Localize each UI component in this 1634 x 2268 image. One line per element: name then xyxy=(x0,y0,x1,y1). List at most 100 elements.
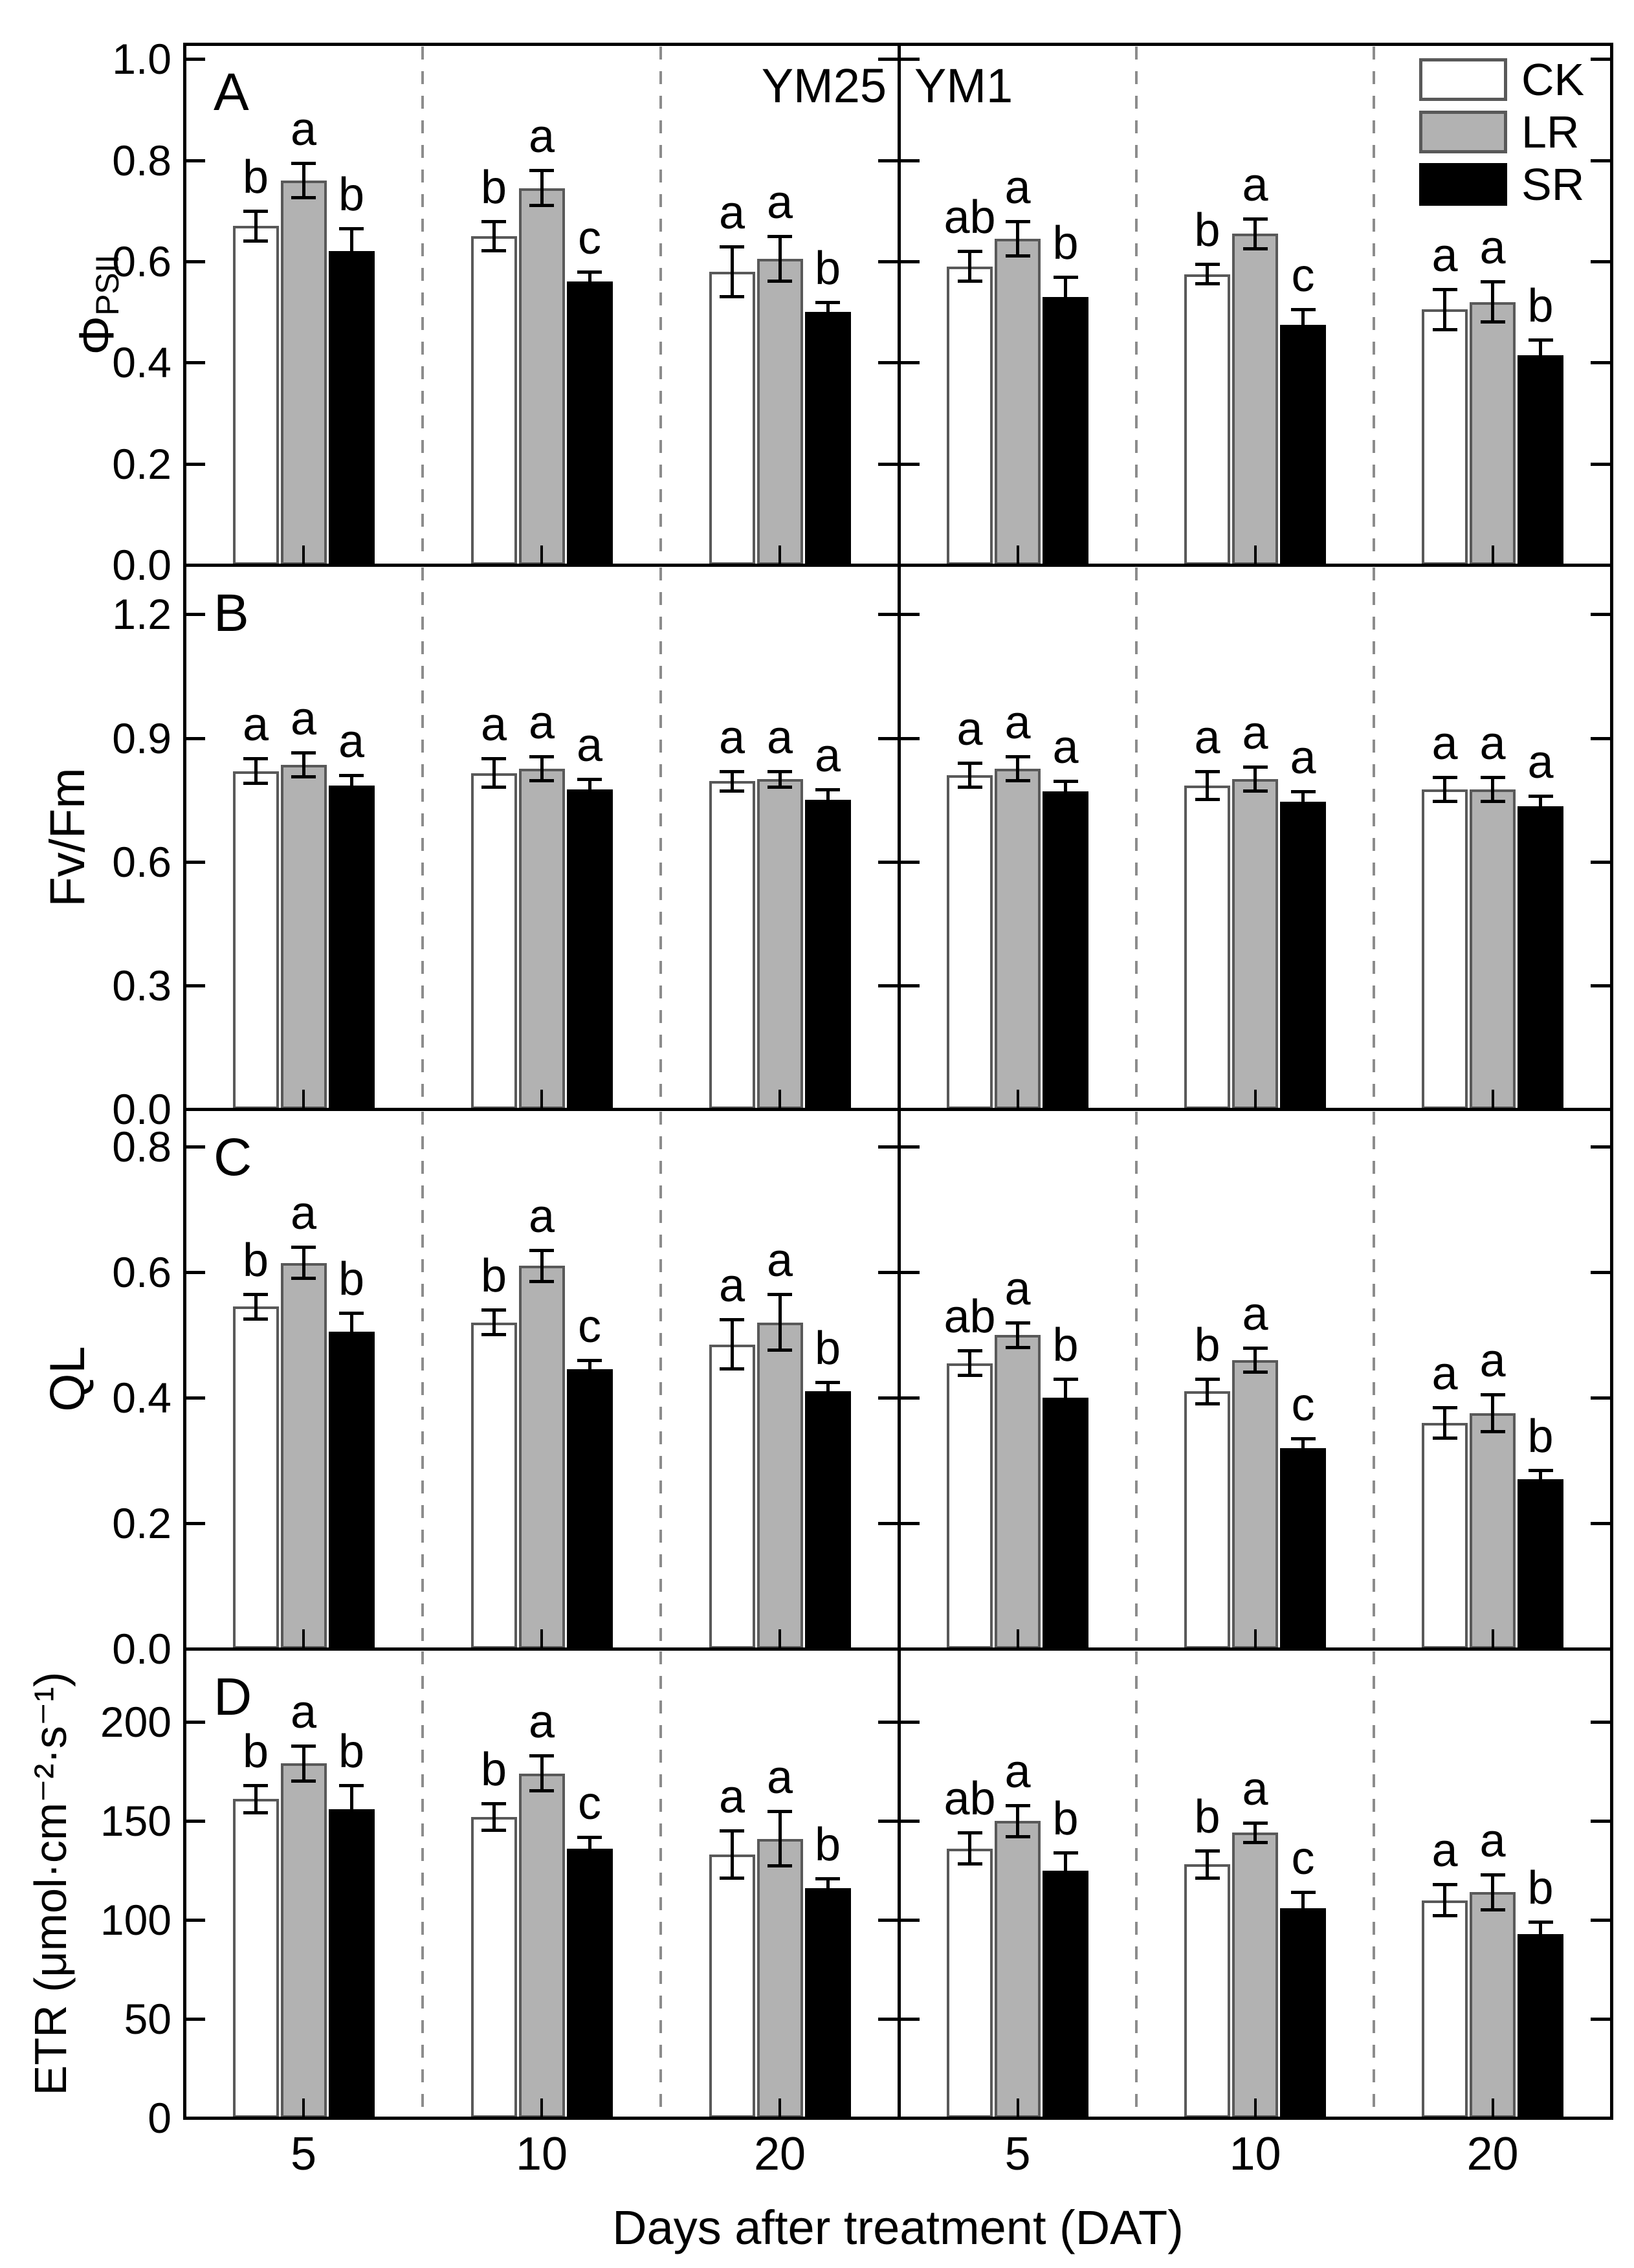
bar xyxy=(1232,1360,1278,1649)
error-bar xyxy=(540,1756,544,1792)
error-bar-cap xyxy=(577,1835,602,1839)
sig-letter: a xyxy=(290,1686,317,1738)
error-bar-cap xyxy=(577,270,602,274)
bar xyxy=(1043,1870,1088,2118)
error-bar xyxy=(302,752,305,778)
error-bar-cap xyxy=(1053,275,1078,279)
x-tick xyxy=(302,1629,305,1649)
group-separator xyxy=(1373,47,1375,562)
bar xyxy=(756,779,803,1109)
error-bar-cap xyxy=(291,1779,316,1783)
error-bar xyxy=(1253,767,1257,792)
error-bar xyxy=(730,1319,734,1370)
y-tick-label: 200 xyxy=(100,1698,171,1746)
x-tick xyxy=(1016,1629,1019,1649)
y-tick xyxy=(186,1919,205,1922)
error-bar-cap xyxy=(767,786,792,789)
sig-letter: a xyxy=(718,711,745,764)
sig-letter: a xyxy=(1194,711,1220,764)
error-bar-cap xyxy=(1480,320,1505,324)
error-bar-cap xyxy=(481,1829,506,1833)
error-bar xyxy=(1206,1851,1209,1878)
sig-letter: a xyxy=(766,1235,793,1287)
sig-letter: a xyxy=(1242,1763,1268,1816)
x-tick xyxy=(778,1629,781,1649)
error-bar-cap xyxy=(1242,765,1268,769)
y-tick xyxy=(900,1919,920,1922)
sig-letter: a xyxy=(1431,1825,1458,1877)
error-bar-cap xyxy=(481,1308,506,1312)
error-bar-cap xyxy=(815,300,840,304)
error-bar xyxy=(1491,777,1494,802)
error-bar-cap xyxy=(1480,800,1505,804)
bar xyxy=(470,236,517,565)
error-bar-cap xyxy=(1432,1405,1457,1409)
error-bar-cap xyxy=(1432,800,1457,804)
sig-letter: a xyxy=(718,1259,745,1312)
error-bar xyxy=(968,1350,971,1376)
panel-label: C xyxy=(214,1128,252,1187)
y-tick xyxy=(878,1271,898,1275)
error-bar-cap xyxy=(1528,814,1553,818)
error-bar-cap xyxy=(243,1784,268,1788)
error-bar-cap xyxy=(1053,1886,1078,1890)
error-bar-cap xyxy=(529,169,554,173)
sig-letter: b xyxy=(814,242,841,294)
error-bar xyxy=(1539,340,1542,371)
error-bar xyxy=(302,162,305,199)
x-tick-label: 5 xyxy=(290,2128,317,2180)
y-tick xyxy=(186,1145,205,1149)
error-bar-cap xyxy=(720,1829,744,1833)
sig-letter: a xyxy=(814,730,841,782)
bar xyxy=(947,1363,993,1649)
y-tick xyxy=(900,462,920,466)
y-tick xyxy=(186,613,205,617)
error-bar xyxy=(968,762,971,788)
error-bar-cap xyxy=(1195,1378,1220,1381)
sig-letter: a xyxy=(1479,1814,1506,1867)
error-bar-cap xyxy=(1005,254,1030,258)
group-separator xyxy=(659,1112,662,1646)
bar xyxy=(804,312,851,565)
error-bar xyxy=(1064,1853,1067,1889)
group-separator xyxy=(1135,567,1138,1106)
error-bar-cap xyxy=(1053,1851,1078,1855)
cultivar-label-ym1: YM1 xyxy=(914,59,1013,113)
error-bar-cap xyxy=(577,778,602,782)
bar xyxy=(947,775,993,1109)
sig-letter: a xyxy=(1290,732,1316,784)
error-bar xyxy=(826,1382,830,1401)
error-bar-cap xyxy=(243,1811,268,1814)
y-tick xyxy=(1591,1271,1610,1275)
error-bar-cap xyxy=(815,1380,840,1384)
error-bar-cap xyxy=(529,1279,554,1283)
error-bar-cap xyxy=(815,808,840,812)
y-tick xyxy=(186,2018,205,2021)
bar xyxy=(1280,802,1326,1109)
error-bar-cap xyxy=(957,1349,982,1353)
error-bar-cap xyxy=(720,1317,744,1321)
group-separator xyxy=(421,1112,424,1646)
error-bar-cap xyxy=(1242,1840,1268,1844)
sig-letter: c xyxy=(578,1300,601,1352)
sig-letter: b xyxy=(338,169,365,221)
error-bar xyxy=(540,756,544,782)
bar xyxy=(232,226,279,565)
y-tick-label: 50 xyxy=(124,1995,171,2043)
y-axis-title: ETR (μmol·cm⁻²·s⁻¹) xyxy=(21,1237,80,2268)
y-tick xyxy=(186,1721,205,1724)
sig-letter: c xyxy=(1291,1379,1315,1431)
error-bar xyxy=(492,1310,496,1336)
bar xyxy=(1184,1391,1230,1649)
y-tick-label: 0.8 xyxy=(112,1123,171,1171)
y-tick-label: 150 xyxy=(100,1797,171,1845)
sig-letter: c xyxy=(578,212,601,264)
y-tick-label: 100 xyxy=(100,1896,171,1944)
error-bar-cap xyxy=(481,1333,506,1337)
bar xyxy=(518,188,565,565)
error-bar xyxy=(540,1250,544,1282)
error-bar-cap xyxy=(1290,338,1316,342)
x-tick-label: 10 xyxy=(1229,2128,1281,2180)
bar xyxy=(470,773,517,1109)
y-tick xyxy=(186,58,205,61)
